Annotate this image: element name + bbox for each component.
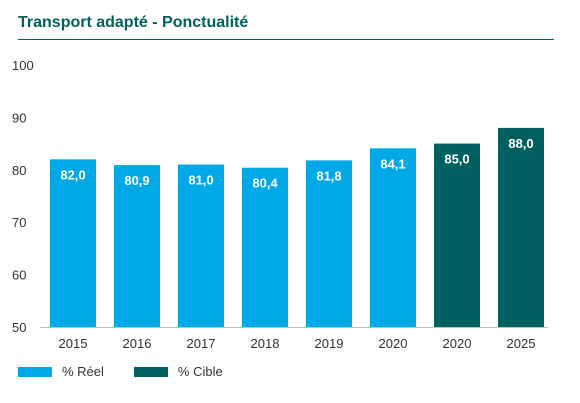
bar <box>434 143 480 327</box>
bar-value-label: 80,9 <box>124 173 149 188</box>
x-tick-label: 2018 <box>251 336 280 351</box>
y-tick-label: 70 <box>12 215 26 230</box>
y-tick-label: 80 <box>12 163 26 178</box>
bar <box>306 160 352 327</box>
legend-label-cible: % Cible <box>177 364 223 379</box>
y-tick-label: 60 <box>12 268 26 283</box>
bar-value-label: 81,0 <box>188 173 213 188</box>
x-tick-label: 2019 <box>315 336 344 351</box>
bar-value-label: 84,1 <box>380 156 405 171</box>
legend-label-reel: % Réel <box>62 364 104 379</box>
legend-item-cible: % Cible <box>133 364 223 379</box>
chart-title: Transport adapté - Ponctualité <box>18 14 249 31</box>
y-tick-label: 50 <box>12 320 26 335</box>
bar <box>178 164 224 327</box>
x-tick-label: 2025 <box>507 336 536 351</box>
bar-value-label: 81,8 <box>316 168 341 183</box>
bar <box>50 159 96 327</box>
x-tick-label: 2020 <box>443 336 472 351</box>
bar-value-label: 82,0 <box>60 167 85 182</box>
legend-item-reel: % Réel <box>18 364 104 379</box>
legend-swatch-cible <box>133 366 168 377</box>
legend-swatch-reel <box>18 366 52 377</box>
x-tick-label: 2015 <box>59 336 88 351</box>
bar-value-label: 80,4 <box>252 176 278 191</box>
x-tick-label: 2020 <box>379 336 408 351</box>
bar <box>114 165 160 327</box>
bar <box>498 127 544 327</box>
y-tick-label: 100 <box>12 58 34 73</box>
bar-value-label: 85,0 <box>444 152 469 167</box>
legend: % Réel % Cible <box>18 364 253 379</box>
title-divider <box>18 39 554 40</box>
x-tick-label: 2017 <box>187 336 216 351</box>
bar <box>370 148 416 327</box>
x-tick-label: 2016 <box>123 336 152 351</box>
bar <box>242 167 288 327</box>
bar-value-label: 88,0 <box>508 136 533 151</box>
y-tick-label: 90 <box>12 110 26 125</box>
